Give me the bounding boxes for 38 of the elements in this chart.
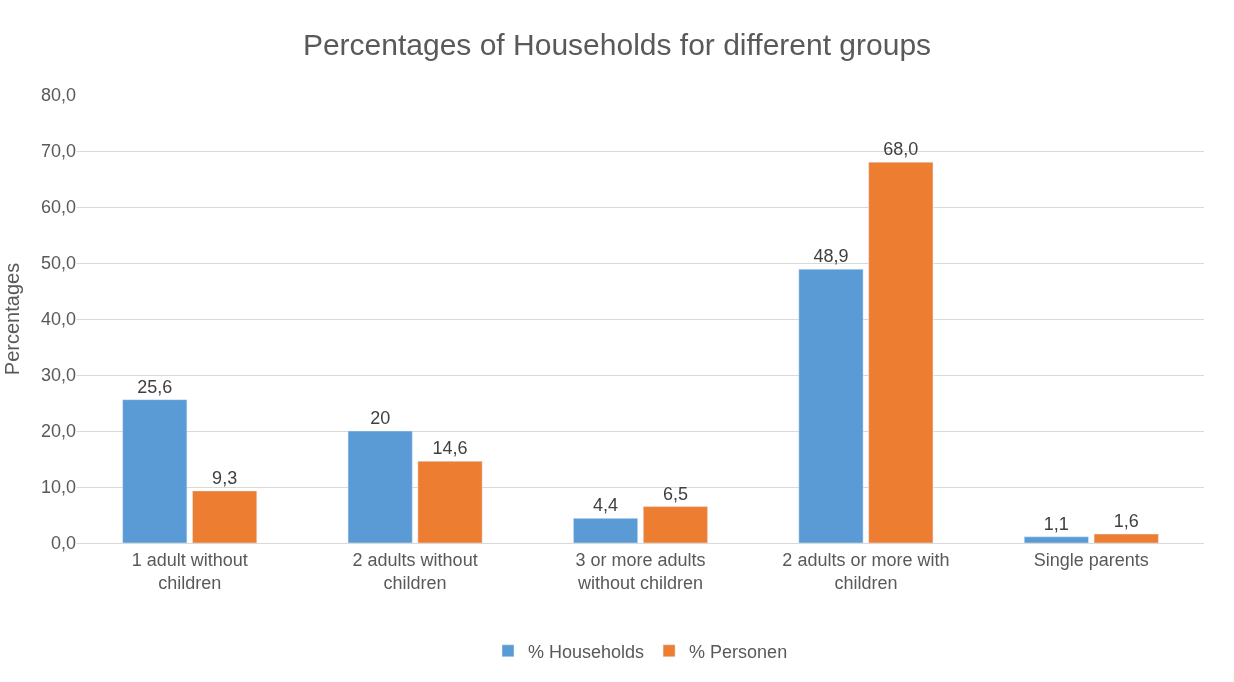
bar [868, 161, 934, 543]
bar [417, 460, 483, 543]
bar [1093, 533, 1159, 543]
y-axis-title: Percentages [1, 262, 24, 376]
legend-label: % Households [528, 641, 645, 662]
bar [798, 268, 864, 543]
x-tick-label: 2 adults or more with children [782, 549, 950, 593]
bar [643, 506, 708, 543]
data-label: 1,6 [1113, 511, 1139, 532]
x-tick-label: Single parents [1033, 549, 1149, 570]
data-label: 68,0 [883, 139, 919, 160]
y-tick-label: 80,0 [40, 85, 76, 106]
x-tick-label: 1 adult without children [131, 549, 248, 593]
data-label: 9,3 [212, 467, 238, 488]
bar [1023, 536, 1089, 543]
y-tick-label: 40,0 [40, 309, 76, 330]
x-tick-label: 3 or more adults without children [575, 549, 706, 593]
data-label: 48,9 [813, 246, 849, 267]
y-tick-label: 50,0 [40, 253, 76, 274]
bar [122, 399, 188, 543]
data-label: 6,5 [662, 483, 688, 504]
data-label: 25,6 [137, 376, 173, 397]
data-label: 20 [370, 408, 391, 428]
bar [347, 430, 413, 543]
y-tick-label: 10,0 [40, 477, 76, 498]
data-label: 14,6 [432, 438, 468, 459]
data-label: 4,4 [593, 495, 619, 516]
y-tick-label: 0,0 [50, 533, 76, 554]
y-tick-label: 20,0 [40, 421, 76, 442]
bar [192, 490, 258, 543]
bar [573, 518, 638, 543]
x-tick-label: 2 adults without children [352, 549, 478, 593]
data-label: 1,1 [1043, 513, 1069, 534]
chart-title: Percentages of Households for different groups [302, 28, 932, 62]
y-tick-label: 60,0 [40, 197, 76, 218]
legend-label: % Personen [689, 641, 788, 662]
y-tick-label: 70,0 [40, 141, 76, 162]
y-tick-label: 30,0 [40, 365, 76, 386]
